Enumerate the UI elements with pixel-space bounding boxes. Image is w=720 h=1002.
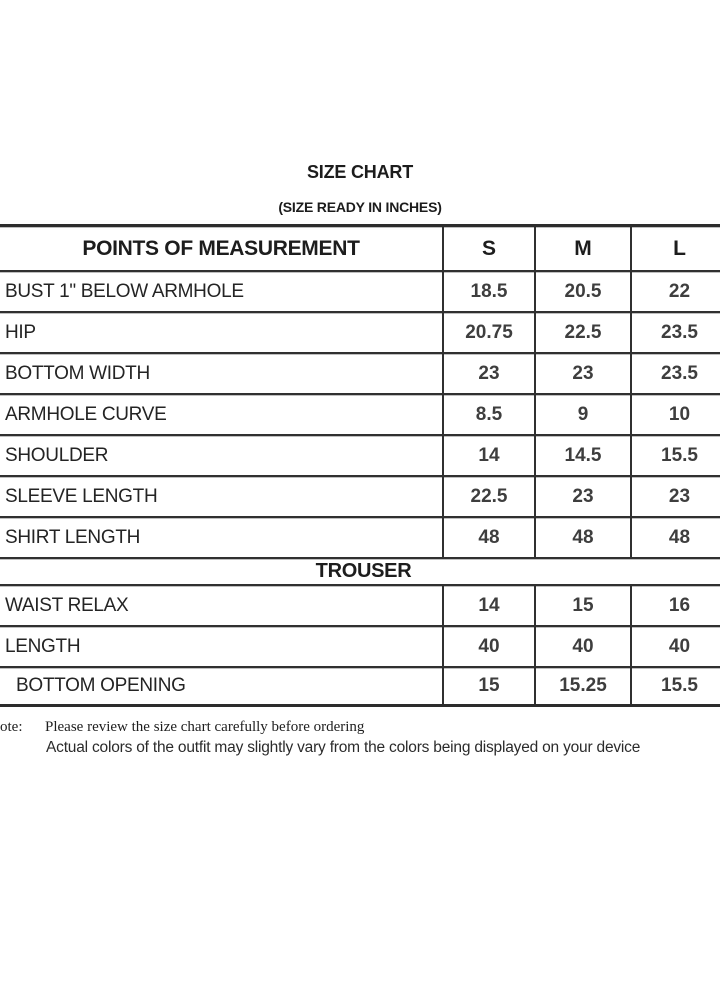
size-m-value: 22.5 bbox=[534, 311, 631, 353]
measurement-label: BOTTOM WIDTH bbox=[0, 352, 443, 394]
size-l-value: 10 bbox=[630, 393, 720, 435]
size-s-value: 23 bbox=[442, 352, 535, 394]
size-header-s: S bbox=[442, 224, 535, 271]
size-l-value: 23 bbox=[630, 475, 720, 517]
trouser-section-header: TROUSER bbox=[0, 557, 720, 585]
size-l-value: 15.5 bbox=[630, 666, 720, 706]
page-subtitle: (SIZE READY IN INCHES) bbox=[278, 199, 442, 215]
size-s-value: 20.75 bbox=[442, 311, 535, 353]
size-s-value: 48 bbox=[442, 516, 535, 558]
size-s-value: 22.5 bbox=[442, 475, 535, 517]
size-header-l: L bbox=[630, 224, 720, 271]
size-l-value: 22 bbox=[630, 270, 720, 312]
size-header-m: M bbox=[534, 224, 631, 271]
table-row-armhole-curve: ARMHOLE CURVE 8.5 9 10 bbox=[0, 393, 720, 435]
table-row-bust: BUST 1" BELOW ARMHOLE 18.5 20.5 22 bbox=[0, 270, 720, 312]
size-table-container: POINTS OF MEASUREMENT S M L BUST 1" BELO… bbox=[0, 224, 720, 707]
size-l-value: 15.5 bbox=[630, 434, 720, 476]
size-s-value: 15 bbox=[442, 666, 535, 706]
note-text-2: Actual colors of the outfit may slightly… bbox=[46, 739, 641, 756]
table-row-shoulder: SHOULDER 14 14.5 15.5 bbox=[0, 434, 720, 476]
note-text-1: Please review the size chart carefully b… bbox=[45, 719, 365, 735]
measurement-label: LENGTH bbox=[0, 625, 443, 667]
size-m-value: 15 bbox=[534, 584, 631, 626]
measurement-label: SHOULDER bbox=[0, 434, 443, 476]
size-l-value: 16 bbox=[630, 584, 720, 626]
measurement-label: BOTTOM OPENING bbox=[0, 666, 443, 706]
size-m-value: 20.5 bbox=[534, 270, 631, 312]
measurement-label: SLEEVE LENGTH bbox=[0, 475, 443, 517]
page-title: SIZE CHART bbox=[306, 162, 413, 182]
size-table: POINTS OF MEASUREMENT S M L BUST 1" BELO… bbox=[0, 224, 720, 707]
size-m-value: 9 bbox=[534, 393, 631, 435]
points-of-measurement-header: POINTS OF MEASUREMENT bbox=[0, 224, 443, 271]
table-row-bottom-width: BOTTOM WIDTH 23 23 23.5 bbox=[0, 352, 720, 394]
size-l-value: 23.5 bbox=[630, 352, 720, 394]
size-m-value: 23 bbox=[534, 352, 631, 394]
table-header-row: POINTS OF MEASUREMENT S M L bbox=[0, 224, 720, 271]
size-s-value: 8.5 bbox=[442, 393, 535, 435]
size-l-value: 48 bbox=[630, 516, 720, 558]
table-row-shirt-length: SHIRT LENGTH 48 48 48 bbox=[0, 516, 720, 558]
size-s-value: 14 bbox=[442, 434, 535, 476]
note-line-1: ote: Please review the size chart careful… bbox=[0, 717, 720, 737]
size-m-value: 48 bbox=[534, 516, 631, 558]
measurement-label: SHIRT LENGTH bbox=[0, 516, 443, 558]
measurement-label: HIP bbox=[0, 311, 443, 353]
size-s-value: 14 bbox=[442, 584, 535, 626]
trouser-section-row: TROUSER bbox=[0, 557, 720, 585]
size-m-value: 15.25 bbox=[534, 666, 631, 706]
note-label: ote: bbox=[0, 719, 23, 735]
footer-notes: ote: Please review the size chart careful… bbox=[0, 717, 720, 758]
size-s-value: 40 bbox=[442, 625, 535, 667]
measurement-label: BUST 1" BELOW ARMHOLE bbox=[0, 270, 443, 312]
table-row-hip: HIP 20.75 22.5 23.5 bbox=[0, 311, 720, 353]
size-l-value: 23.5 bbox=[630, 311, 720, 353]
size-m-value: 40 bbox=[534, 625, 631, 667]
table-row-waist-relax: WAIST RELAX 14 15 16 bbox=[0, 584, 720, 626]
table-row-bottom-opening: BOTTOM OPENING 15 15.25 15.5 bbox=[0, 666, 720, 706]
table-row-sleeve-length: SLEEVE LENGTH 22.5 23 23 bbox=[0, 475, 720, 517]
size-s-value: 18.5 bbox=[442, 270, 535, 312]
size-l-value: 40 bbox=[630, 625, 720, 667]
measurement-label: ARMHOLE CURVE bbox=[0, 393, 443, 435]
size-m-value: 14.5 bbox=[534, 434, 631, 476]
table-row-length: LENGTH 40 40 40 bbox=[0, 625, 720, 667]
measurement-label: WAIST RELAX bbox=[0, 584, 443, 626]
size-m-value: 23 bbox=[534, 475, 631, 517]
